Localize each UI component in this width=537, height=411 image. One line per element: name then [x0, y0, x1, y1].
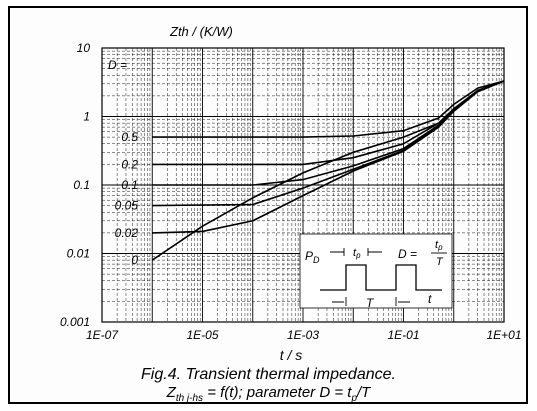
axes	[101, 47, 505, 323]
inset-t-label: T	[366, 296, 375, 310]
curve-label-d-0-2: 0.2	[121, 157, 138, 171]
x-axis-label: t / s	[280, 347, 303, 363]
x-tick-label: 1E+01	[486, 328, 521, 342]
x-tick-label: 1E-07	[86, 328, 119, 342]
inset-d-numerator: tp	[435, 239, 443, 252]
curve-label-d-0-05: 0.05	[115, 199, 139, 213]
x-tick-label: 1E-03	[287, 328, 319, 342]
y-tick-label: 10	[77, 41, 91, 55]
inset-period-dimension	[332, 297, 410, 306]
inset-background	[299, 233, 453, 309]
curve-label-d-0: 0	[131, 253, 138, 267]
inset-d-denominator: T	[436, 256, 444, 268]
y-tick-label: 0.01	[67, 247, 90, 261]
curve-label-d-0-5: 0.5	[121, 130, 138, 144]
pulse-inset: PD tp T t D = tp T	[299, 233, 453, 310]
y-tick-label: 1	[83, 110, 90, 124]
inset-d-equation: D =	[398, 247, 417, 261]
parameter-label: D =	[108, 58, 127, 72]
x-tick-label: 1E-01	[387, 328, 419, 342]
caption-line-1: Fig.4. Transient thermal impedance.	[141, 366, 396, 383]
curve-d-0	[151, 80, 505, 261]
x-tick-label: 1E-05	[186, 328, 218, 342]
inset-pulse-train	[320, 264, 442, 291]
tick-labels: 1E-07 1E-05 1E-03 1E-01 1E+01 10 1 0.1 0.01 0.001	[60, 41, 522, 342]
inset-tp-dimension	[330, 248, 382, 256]
transient-thermal-impedance-chart: 1E-07 1E-05 1E-03 1E-01 1E+01 10 1 0.1 0.01 0.001…	[60, 24, 522, 363]
y-tick-label: 0.1	[73, 178, 90, 192]
figure-frame: 1E-07 1E-05 1E-03 1E-01 1E+01 10 1 0.1 0.01 0.001…	[8, 6, 528, 404]
inset-p-label: PD	[305, 249, 320, 265]
plot-border	[101, 47, 505, 323]
curve-label-d-0-02: 0.02	[115, 226, 139, 240]
y-tick-label: 0.001	[60, 315, 90, 329]
y-axis-label: Zth / (K/W)	[169, 24, 233, 39]
inset-tp-label: tp	[353, 247, 361, 260]
curve-labels: 0.5 0.2 0.1 0.05 0.02 0	[115, 130, 139, 267]
curve-d-0-5	[152, 80, 505, 138]
curve-label-d-0-1: 0.1	[121, 178, 138, 192]
caption-line-2: Zth j-hs = f(t); parameter D = tp/T	[166, 384, 371, 404]
curves	[151, 80, 505, 261]
inset-time-label: t	[428, 292, 432, 306]
